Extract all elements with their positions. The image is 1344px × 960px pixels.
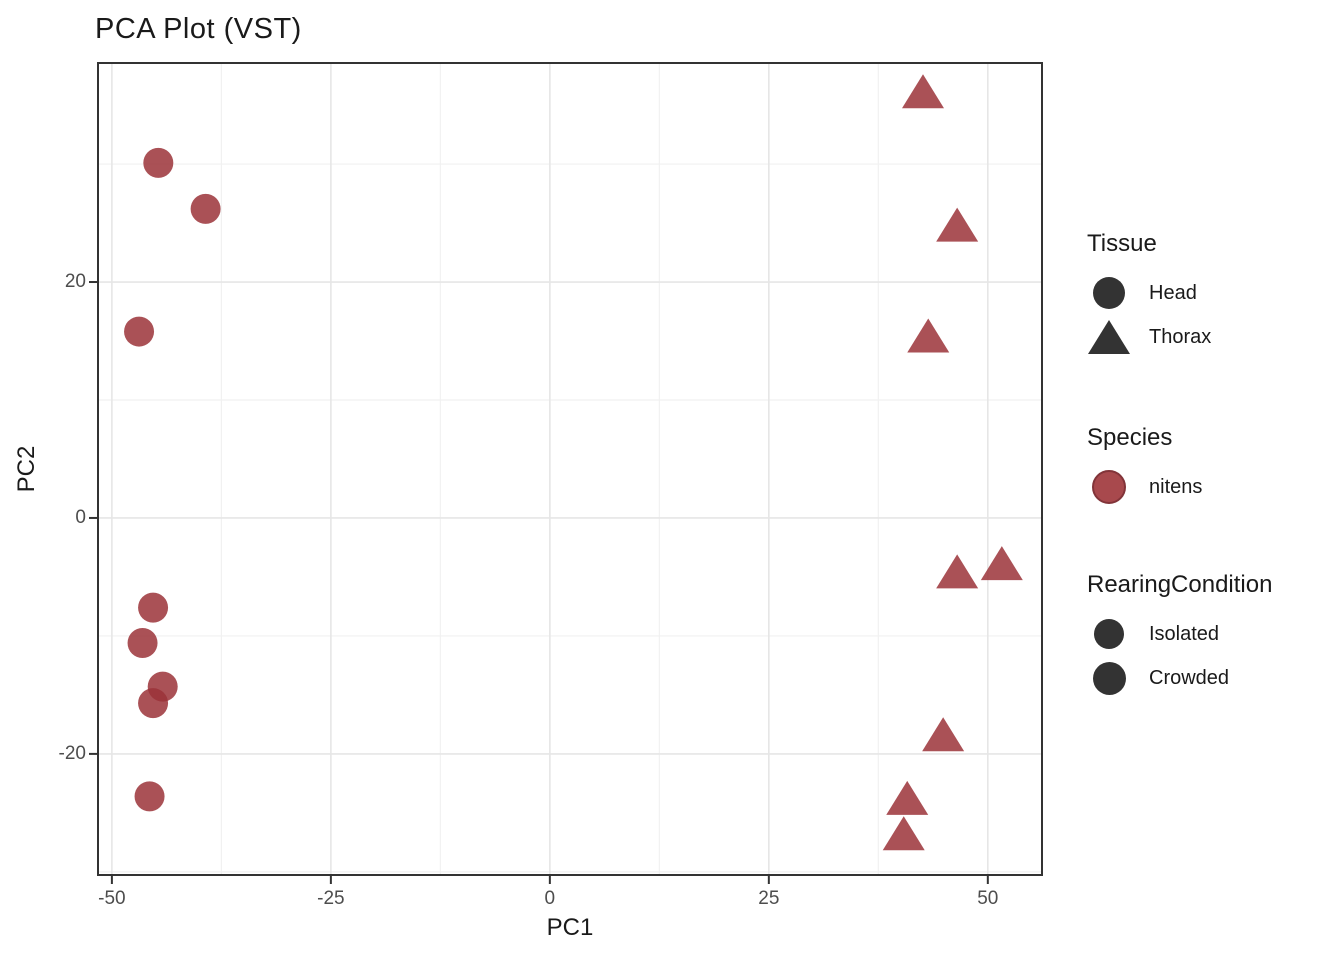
legend-title-tissue: Tissue (1087, 230, 1157, 257)
data-point-head (124, 316, 155, 347)
legend-item-head: Head (1087, 271, 1211, 315)
data-point-thorax (901, 74, 944, 109)
y-tick-label: 20 (64, 271, 86, 293)
legend-group-rearing-condition: RearingCondition Isolated Crowded (1087, 571, 1272, 700)
data-point-thorax (886, 780, 929, 815)
nitens-circle-icon (1092, 470, 1126, 504)
x-tick-label: 50 (977, 888, 999, 909)
data-point-thorax (936, 207, 979, 242)
x-axis-title: PC1 (546, 914, 594, 941)
legend-item-nitens: nitens (1087, 465, 1202, 509)
legend-item-crowded: Crowded (1087, 656, 1272, 700)
data-point-head (134, 781, 165, 812)
data-point-thorax (922, 717, 965, 752)
legend-title-rearing-condition: RearingCondition (1087, 571, 1273, 598)
legend-label-isolated: Isolated (1149, 622, 1220, 645)
legend-label-crowded: Crowded (1149, 666, 1230, 689)
data-point-thorax (882, 816, 925, 851)
legend-item-thorax: Thorax (1087, 315, 1211, 359)
crowded-circle-icon (1092, 661, 1126, 695)
thorax-triangle-icon (1088, 320, 1130, 354)
data-point-thorax (980, 546, 1023, 581)
y-tick-label: 0 (75, 506, 86, 528)
y-tick-label: -20 (58, 742, 86, 764)
panel-border (97, 62, 1043, 876)
x-tick-label: 25 (758, 888, 780, 909)
plot-panel (89, 62, 1043, 884)
x-tick-label: -50 (98, 888, 126, 909)
x-tick-label: 0 (544, 888, 556, 909)
data-point-thorax (936, 554, 979, 589)
x-tick-label: -25 (317, 888, 345, 909)
legend-group-species: Species nitens (1087, 424, 1202, 509)
legend-label-nitens: nitens (1149, 475, 1203, 498)
legend-label-head: Head (1149, 281, 1197, 304)
legend-item-isolated: Isolated (1087, 612, 1272, 656)
isolated-circle-icon (1094, 619, 1124, 649)
y-axis-title: PC2 (13, 445, 40, 493)
data-point-head (143, 147, 174, 178)
chart-title: PCA Plot (VST) (95, 13, 302, 45)
data-point-head (127, 628, 158, 659)
legend-label-thorax: Thorax (1149, 325, 1212, 348)
legend-title-species: Species (1087, 424, 1173, 451)
data-point-thorax (907, 318, 950, 353)
data-point-head (138, 688, 169, 719)
data-point-head (190, 193, 221, 224)
head-circle-icon (1093, 277, 1125, 309)
legend: Tissue Head Thorax Species nitens Rearin… (1087, 0, 1337, 960)
data-point-head (138, 592, 169, 623)
legend-group-tissue: Tissue Head Thorax (1087, 230, 1211, 359)
